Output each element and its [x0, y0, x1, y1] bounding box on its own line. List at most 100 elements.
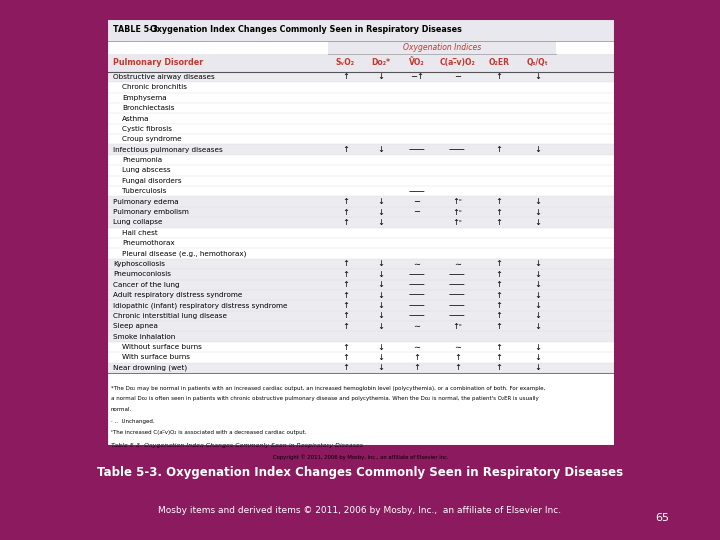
Text: ∼: ∼ — [413, 322, 420, 330]
Text: Infectious pulmonary diseases: Infectious pulmonary diseases — [113, 147, 223, 153]
Text: ↑: ↑ — [342, 363, 349, 372]
Text: ↑: ↑ — [454, 353, 461, 362]
Text: Bronchiectasis: Bronchiectasis — [122, 105, 175, 111]
Text: Cancer of the lung: Cancer of the lung — [113, 282, 180, 288]
Bar — [107, 259, 615, 269]
Text: Lung collapse: Lung collapse — [113, 219, 163, 225]
Text: ↓: ↓ — [377, 301, 384, 310]
Text: ↑: ↑ — [342, 322, 349, 330]
Text: Mosby items and derived items © 2011, 2006 by Mosby, Inc.,  an affiliate of Else: Mosby items and derived items © 2011, 20… — [158, 506, 562, 515]
Bar — [107, 176, 615, 186]
Text: ↑: ↑ — [496, 207, 503, 217]
Text: ↓: ↓ — [534, 72, 541, 82]
Text: ↓: ↓ — [377, 72, 384, 82]
Bar — [107, 155, 615, 165]
Text: ↑: ↑ — [496, 218, 503, 227]
Text: O₂ER: O₂ER — [489, 58, 510, 68]
Text: ——: —— — [408, 312, 425, 320]
Text: ↑: ↑ — [496, 342, 503, 352]
Text: ↓: ↓ — [534, 280, 541, 289]
Text: ——: —— — [449, 291, 466, 300]
Text: ——: —— — [408, 270, 425, 279]
Text: ↓: ↓ — [534, 291, 541, 300]
Text: ↓: ↓ — [377, 312, 384, 320]
Text: Asthma: Asthma — [122, 116, 150, 122]
Text: Pulmonary embolism: Pulmonary embolism — [113, 209, 189, 215]
Text: ↓: ↓ — [377, 342, 384, 352]
Text: ∼: ∼ — [413, 342, 420, 352]
Text: ↑: ↑ — [342, 259, 349, 268]
Text: ↑: ↑ — [342, 353, 349, 362]
Text: ↑ᶜ: ↑ᶜ — [452, 207, 462, 217]
Bar — [107, 165, 615, 176]
Text: Without surface burns: Without surface burns — [122, 344, 202, 350]
Bar — [107, 352, 615, 362]
Text: Near drowning (wet): Near drowning (wet) — [113, 364, 187, 371]
Text: Pneumonia: Pneumonia — [122, 157, 163, 163]
Bar — [107, 207, 615, 217]
Text: Pulmonary Disorder: Pulmonary Disorder — [113, 58, 204, 68]
Text: ——: —— — [408, 280, 425, 289]
Text: Qₛ/Qₜ: Qₛ/Qₜ — [526, 58, 548, 68]
Text: ∼: ∼ — [413, 259, 420, 268]
Text: ↑: ↑ — [413, 363, 420, 372]
Text: Idiopathic (infant) respiratory distress syndrome: Idiopathic (infant) respiratory distress… — [113, 302, 288, 309]
Text: ——: —— — [449, 145, 466, 154]
Text: ↓: ↓ — [377, 197, 384, 206]
Text: ↑: ↑ — [342, 72, 349, 82]
Bar — [107, 197, 615, 207]
Bar — [107, 310, 615, 321]
Bar — [107, 19, 615, 41]
Text: ↑: ↑ — [342, 145, 349, 154]
Text: ↑: ↑ — [342, 342, 349, 352]
Bar — [107, 134, 615, 145]
Text: Obstructive airway diseases: Obstructive airway diseases — [113, 74, 215, 80]
Bar — [107, 124, 615, 134]
Text: Chronic interstitial lung disease: Chronic interstitial lung disease — [113, 313, 228, 319]
Text: a normal Do₂ is often seen in patients with chronic obstructive pulmonary diseas: a normal Do₂ is often seen in patients w… — [111, 396, 539, 401]
Text: Cystic fibrosis: Cystic fibrosis — [122, 126, 172, 132]
Text: ↓: ↓ — [377, 259, 384, 268]
Bar — [107, 290, 615, 300]
Text: 65: 65 — [656, 514, 670, 523]
Text: Kyphoscoliosis: Kyphoscoliosis — [113, 261, 165, 267]
Text: · ..  Unchanged.: · .. Unchanged. — [111, 419, 154, 424]
Text: ↓: ↓ — [534, 270, 541, 279]
Text: ↓: ↓ — [377, 291, 384, 300]
Text: ↑: ↑ — [342, 301, 349, 310]
Text: ↑: ↑ — [342, 197, 349, 206]
Bar — [107, 238, 615, 248]
Text: ——: —— — [449, 301, 466, 310]
Bar — [107, 342, 615, 352]
Bar — [107, 72, 615, 82]
Text: Tuberculosis: Tuberculosis — [122, 188, 167, 194]
Text: ↓: ↓ — [377, 353, 384, 362]
Text: SᵥO₂: SᵥO₂ — [336, 58, 355, 68]
Text: ↓: ↓ — [534, 197, 541, 206]
Text: Do₂*: Do₂* — [372, 58, 390, 68]
Text: ↑: ↑ — [496, 197, 503, 206]
Text: Copyright © 2011, 2006 by Mosby, Inc., an affiliate of Elsevier Inc.: Copyright © 2011, 2006 by Mosby, Inc., a… — [273, 455, 449, 460]
Text: ↑: ↑ — [496, 72, 503, 82]
Text: ↑: ↑ — [342, 312, 349, 320]
Text: TABLE 5-3: TABLE 5-3 — [112, 25, 158, 35]
Text: ↑: ↑ — [342, 291, 349, 300]
Bar — [107, 103, 615, 113]
Bar — [107, 82, 615, 92]
Text: ↑: ↑ — [496, 291, 503, 300]
Text: ——: —— — [449, 270, 466, 279]
Text: ↑ᶜ: ↑ᶜ — [452, 322, 462, 330]
Text: ↓: ↓ — [534, 312, 541, 320]
Bar — [107, 280, 615, 290]
Bar — [107, 54, 615, 72]
Text: ↓: ↓ — [377, 270, 384, 279]
Text: ——: —— — [408, 187, 425, 195]
Text: ↑: ↑ — [496, 145, 503, 154]
Text: Hail chest: Hail chest — [122, 230, 158, 236]
Text: Adult respiratory distress syndrome: Adult respiratory distress syndrome — [113, 292, 243, 298]
Text: ↑: ↑ — [496, 280, 503, 289]
Bar — [107, 113, 615, 124]
Text: ——: —— — [408, 301, 425, 310]
Text: ↓: ↓ — [534, 322, 541, 330]
Bar — [328, 41, 557, 54]
